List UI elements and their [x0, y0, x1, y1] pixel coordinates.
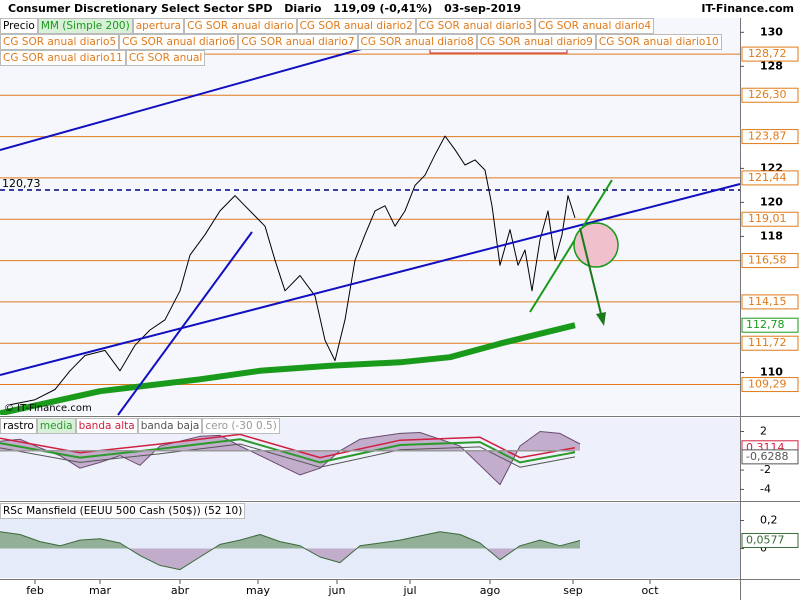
y-tick-label: 120	[760, 195, 783, 208]
level-label: 123,87	[748, 130, 787, 143]
legend-item[interactable]: CG SOR anual diario3	[415, 18, 535, 34]
threshold-label: 120,73	[2, 177, 41, 190]
legend-item[interactable]: RSc Mansfield (EEUU 500 Cash (50$)) (52 …	[0, 503, 246, 519]
legend: Precio MM (Simple 200) apertura CG SOR anua…	[0, 18, 740, 66]
legend-item[interactable]: CG SOR anual diario9	[476, 34, 596, 50]
legend-item[interactable]: banda baja	[137, 418, 203, 434]
arrow-head	[596, 312, 606, 326]
legend-item[interactable]: CG SOR anual diario10	[595, 34, 722, 50]
x-tick-label: jul	[402, 584, 416, 597]
x-tick-label: jun	[328, 584, 346, 597]
x-tick-label: feb	[26, 584, 44, 597]
header: Consumer Discretionary Select Sector SPD…	[0, 0, 800, 18]
watermark: © IT-Finance.com	[4, 403, 92, 414]
legend-item[interactable]: CG SOR anual diario5	[0, 34, 120, 50]
series-line	[0, 531, 581, 571]
legend-item[interactable]: CG SOR anual diario11	[0, 50, 126, 66]
level-label: 128,72	[748, 47, 787, 60]
x-tick-label: ago	[480, 584, 501, 597]
value-label: -0,6288	[746, 450, 788, 463]
marker-box	[429, 48, 568, 54]
y-tick-label: 128	[760, 59, 783, 72]
brand: IT-Finance.com	[701, 2, 794, 15]
trend-line	[117, 231, 253, 416]
level-label-box	[741, 46, 799, 62]
level-label-box	[741, 335, 799, 351]
level-label: 121,44	[748, 171, 787, 184]
legend-item[interactable]: CG SOR anual diario7	[238, 34, 358, 50]
main-panel	[0, 0, 740, 415]
value-label: 112,78	[746, 318, 785, 331]
y-tick-label: 0	[760, 542, 767, 555]
legend-item[interactable]: Precio	[0, 18, 38, 34]
trend-line	[529, 179, 613, 313]
y-tick-label: -2	[760, 463, 771, 476]
series-line	[9, 135, 576, 406]
x-tick-label: oct	[641, 584, 659, 597]
level-label: 111,72	[748, 336, 787, 349]
trend-line	[0, 183, 741, 376]
legend-item[interactable]: rastro	[0, 418, 37, 434]
value-label-box	[741, 532, 799, 548]
annotations	[0, 47, 741, 416]
y-tick-label: 118	[760, 229, 783, 242]
level-label-box	[741, 129, 799, 145]
level-label: 116,58	[748, 254, 787, 267]
legend-item[interactable]: CG SOR anual diario8	[357, 34, 477, 50]
x-tick-label: mar	[89, 584, 111, 597]
level-label: 119,01	[748, 212, 787, 225]
legend-item[interactable]: MM (Simple 200)	[37, 18, 133, 34]
y-tick-label: 130	[760, 25, 783, 38]
target-circle	[573, 222, 619, 268]
y-tick-label: -4	[760, 482, 771, 495]
legend-item[interactable]: CG SOR anual diario	[184, 18, 297, 34]
level-label-box	[741, 294, 799, 310]
legend-item[interactable]: CG SOR anual diario2	[296, 18, 416, 34]
arrow	[579, 227, 603, 319]
level-label-box	[741, 87, 799, 103]
area	[0, 531, 580, 549]
title: Consumer Discretionary Select Sector SPD	[8, 2, 273, 15]
date: 03-sep-2019	[444, 2, 522, 15]
level-label: 126,30	[748, 88, 787, 101]
area	[0, 548, 580, 570]
level-label-box	[741, 253, 799, 269]
x-tick-label: abr	[171, 584, 190, 597]
level-label-box	[741, 377, 799, 393]
legend: RSc Mansfield (EEUU 500 Cash (50$)) (52 …	[0, 503, 246, 519]
area	[0, 450, 580, 485]
y-tick-label: 0,2	[760, 514, 778, 527]
period: Diario	[284, 2, 322, 15]
level-label: 109,29	[748, 378, 787, 391]
series-line	[0, 443, 576, 468]
level-label: 114,15	[748, 295, 787, 308]
legend-item[interactable]: banda alta	[75, 418, 138, 434]
x-tick-label: may	[246, 584, 270, 597]
legend-item[interactable]: cero (-30 0.5)	[202, 418, 280, 434]
y-tick-label: 110	[760, 365, 783, 378]
legend-item[interactable]: CG SOR anual diario6	[119, 34, 239, 50]
series-line	[0, 431, 581, 486]
legend-item[interactable]: apertura	[132, 18, 185, 34]
series-line	[0, 438, 576, 464]
legend-item[interactable]: CG SOR anual	[125, 50, 206, 66]
level-label-box	[741, 211, 799, 227]
series-line	[0, 322, 576, 415]
x-tick-label: sep	[563, 584, 582, 597]
legend-item[interactable]: CG SOR anual diario4	[534, 18, 655, 34]
legend: rastro media banda alta banda baja cero (-30…	[0, 418, 280, 434]
value-label-box	[741, 317, 799, 333]
trend-line	[0, 47, 366, 151]
last-price: 119,09 (-0,41%)	[333, 2, 433, 15]
value-label: 0,0577	[746, 533, 785, 546]
value-label-box	[741, 449, 799, 465]
legend-item[interactable]: media	[36, 418, 76, 434]
y-tick-label: 2	[760, 425, 767, 438]
area	[0, 431, 580, 451]
level-label-box	[741, 170, 799, 186]
